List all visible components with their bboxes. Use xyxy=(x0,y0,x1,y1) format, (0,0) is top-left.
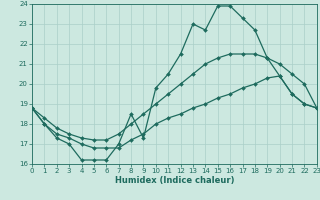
X-axis label: Humidex (Indice chaleur): Humidex (Indice chaleur) xyxy=(115,176,234,185)
